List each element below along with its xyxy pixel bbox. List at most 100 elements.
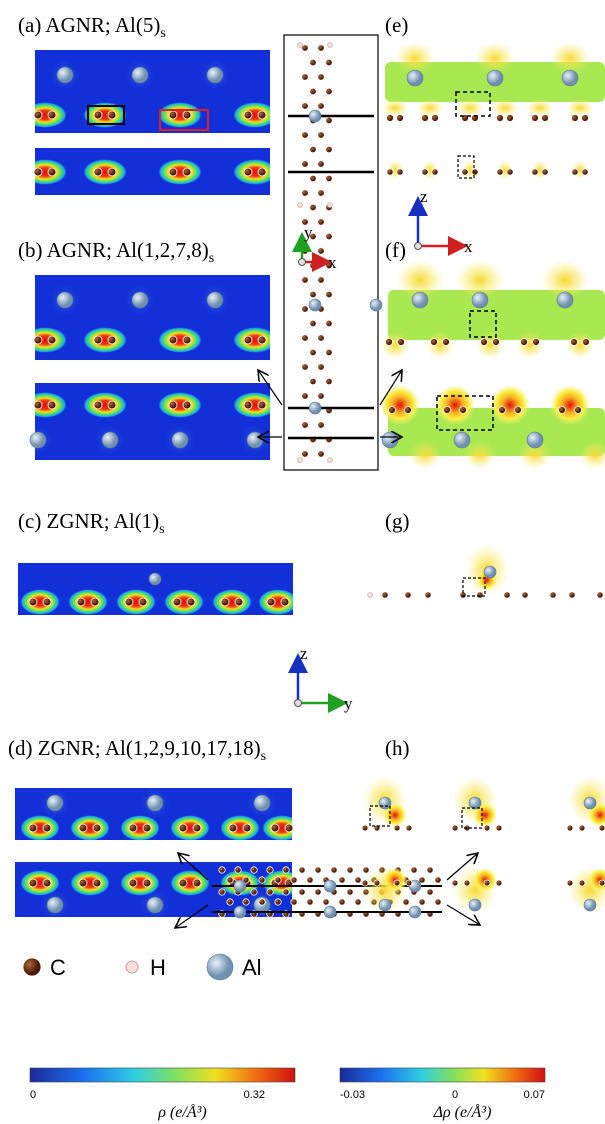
- charge-lobe: [526, 99, 554, 117]
- colorbar-label: ρ (e/Å³): [157, 1103, 206, 1121]
- carbon-atom: [173, 598, 181, 606]
- carbon-atom: [307, 877, 313, 883]
- bond-density: [70, 870, 110, 896]
- carbon-atom: [497, 169, 503, 175]
- carbon-atom: [183, 111, 191, 119]
- carbon-atom: [394, 825, 400, 831]
- carbon-atom: [567, 880, 573, 886]
- panel-label: (b) AGNR; Al(1,2,7,8)s: [18, 238, 214, 266]
- carbon-atom: [567, 825, 573, 831]
- carbon-atom: [318, 190, 325, 197]
- aluminum-atom: [379, 797, 391, 809]
- legend-label: Al: [242, 955, 262, 980]
- carbon-atom: [374, 880, 380, 886]
- aluminum-atom: [382, 432, 398, 448]
- carbon-atom: [183, 336, 191, 344]
- carbon-atom: [318, 335, 325, 342]
- carbon-atom: [302, 74, 309, 81]
- bond-density: [233, 102, 277, 128]
- carbon-atom: [318, 364, 325, 371]
- carbon-atom: [302, 132, 309, 139]
- aluminum-atom: [147, 795, 163, 811]
- carbon-atom: [326, 291, 333, 298]
- aluminum-atom: [149, 573, 161, 585]
- carbon-atom: [382, 592, 388, 598]
- panel-label: (h): [385, 736, 410, 760]
- aluminum-atom: [562, 70, 578, 86]
- bond-density: [212, 589, 252, 615]
- aluminum-atom: [102, 432, 118, 448]
- carbon-atom: [227, 877, 233, 883]
- colorbar: [340, 1068, 545, 1082]
- carbon-atom: [48, 336, 56, 344]
- axis-origin: [415, 243, 422, 250]
- aluminum-atom: [172, 432, 188, 448]
- carbon-atom: [244, 168, 252, 176]
- carbon-atom: [496, 880, 502, 886]
- carbon-atom: [283, 889, 289, 895]
- axis-label: x: [328, 253, 337, 272]
- carbon-atom: [405, 407, 412, 414]
- carbon-atom: [243, 824, 251, 832]
- bond-density: [83, 159, 127, 185]
- carbon-atom: [484, 825, 490, 831]
- panel-label: (e): [385, 13, 408, 37]
- panel-label: (d) ZGNR; Al(1,2,9,10,17,18)s: [8, 736, 266, 764]
- carbon-atom: [108, 401, 116, 409]
- panel-label: (f): [385, 238, 406, 262]
- bond-density: [23, 327, 67, 353]
- carbon-atom: [34, 401, 42, 409]
- aluminum-atom: [379, 899, 391, 911]
- hydrogen-atom: [368, 593, 373, 598]
- bond-density: [23, 102, 67, 128]
- carbon-atom: [362, 825, 368, 831]
- aluminum-atom: [47, 795, 63, 811]
- carbon-atom: [108, 111, 116, 119]
- carbon-atom: [318, 451, 325, 458]
- carbon-atom: [496, 825, 502, 831]
- carbon-atom: [310, 88, 317, 95]
- carbon-atom: [227, 899, 233, 905]
- carbon-atom: [363, 867, 369, 873]
- colorbar-tick-label: 0: [452, 1089, 458, 1101]
- carbon-atom: [318, 132, 325, 139]
- hydrogen-atom: [298, 43, 303, 48]
- axis-label: y: [304, 223, 313, 242]
- carbon-atom: [219, 867, 225, 873]
- carbon-atom: [43, 824, 51, 832]
- charge-lobe: [381, 99, 409, 117]
- aluminum-atom: [472, 292, 488, 308]
- carbon-atom: [291, 899, 297, 905]
- carbon-atom: [193, 824, 201, 832]
- carbon-atom: [299, 889, 305, 895]
- bond-density: [83, 392, 127, 418]
- carbon-atom: [318, 74, 325, 81]
- carbon-atom: [94, 168, 102, 176]
- panel-label: (c) ZGNR; Al(1)s: [18, 509, 165, 537]
- carbon-atom: [477, 592, 483, 598]
- carbon-atom: [331, 867, 337, 873]
- carbon-atom: [339, 877, 345, 883]
- colorbar-tick-label: 0: [30, 1089, 36, 1101]
- carbon-atom: [91, 598, 99, 606]
- carbon-atom: [258, 168, 266, 176]
- carbon-atom: [411, 867, 417, 873]
- panel-label-subscript: s: [261, 749, 266, 764]
- carbon-atom: [43, 598, 51, 606]
- charge-lobe: [491, 99, 519, 117]
- carbon-atom: [302, 161, 309, 168]
- carbon-atom: [427, 889, 433, 895]
- bond-density: [20, 870, 60, 896]
- panel-label-subscript: s: [160, 26, 165, 41]
- carbon-atom: [579, 880, 585, 886]
- bond-density: [233, 327, 277, 353]
- density-map: [23, 148, 277, 195]
- bond-density: [233, 392, 277, 418]
- carbon-atom: [139, 598, 147, 606]
- bond-density: [83, 327, 127, 353]
- carbon-atom: [583, 339, 590, 346]
- carbon-atom: [387, 115, 394, 122]
- carbon-atom: [599, 825, 605, 831]
- density-map: [23, 50, 277, 133]
- carbon-atom: [515, 407, 522, 414]
